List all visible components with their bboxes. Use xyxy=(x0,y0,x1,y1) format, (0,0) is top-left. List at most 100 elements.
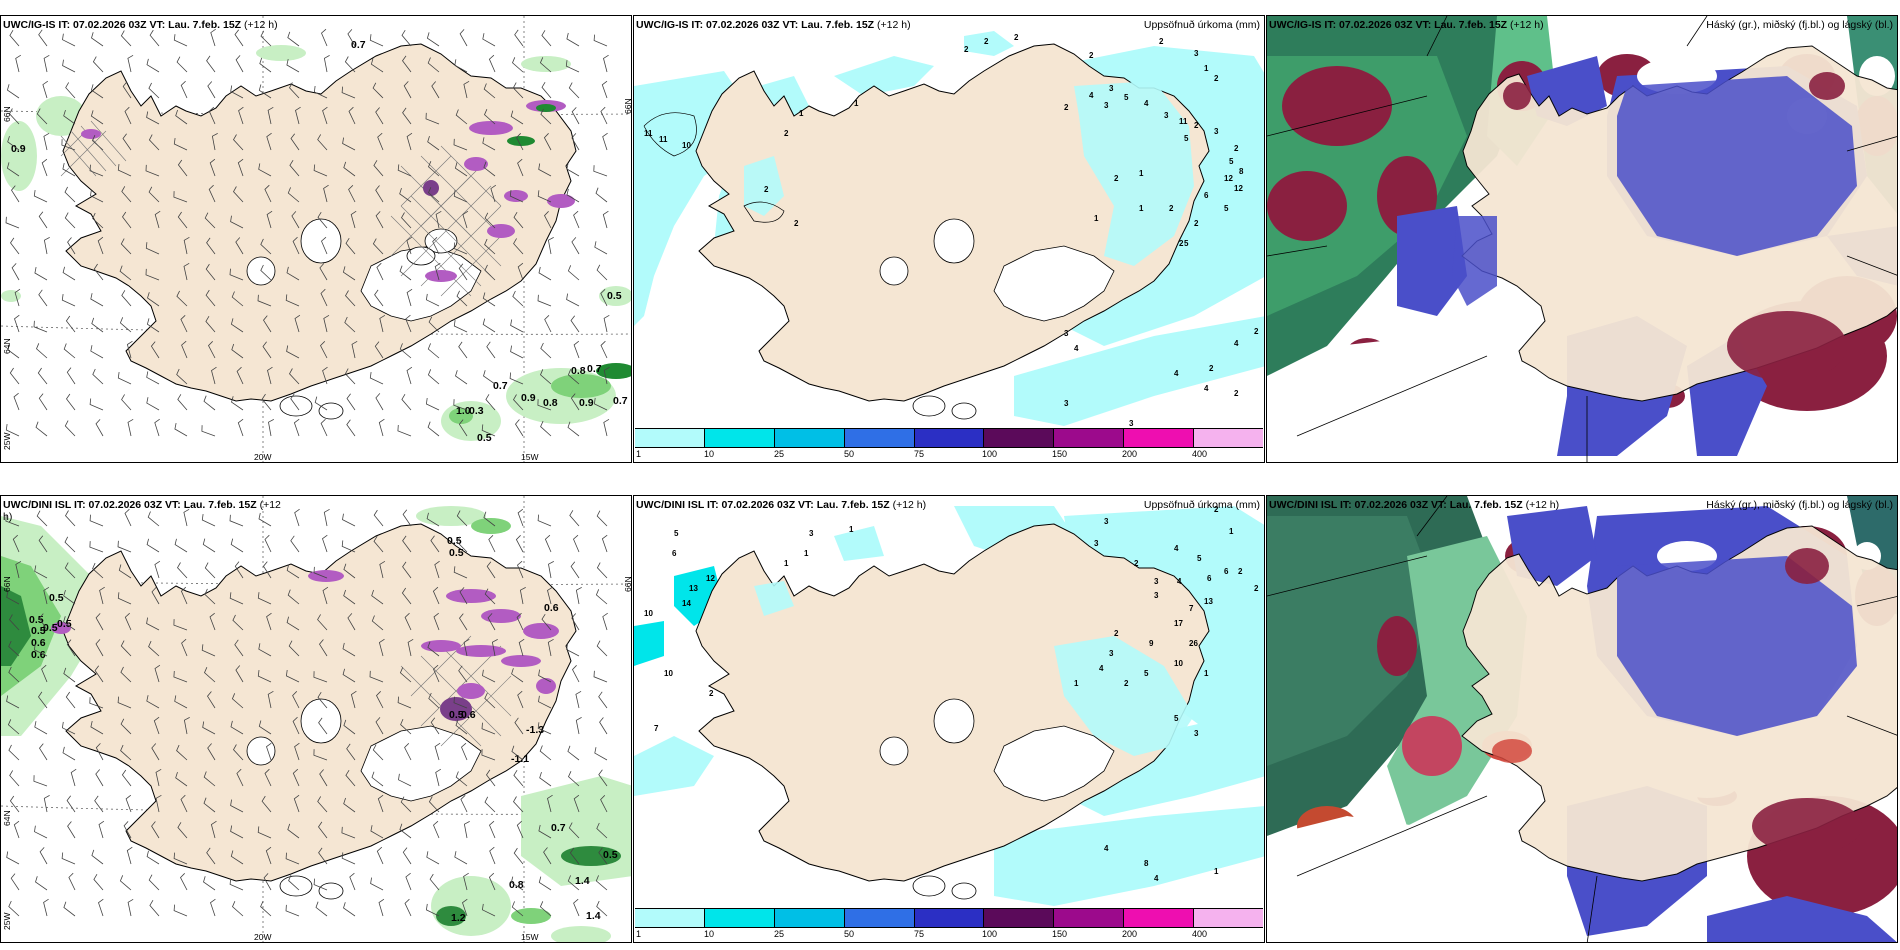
wind-barb xyxy=(35,876,48,891)
wind-barb xyxy=(266,612,272,631)
svg-text:6: 6 xyxy=(672,549,677,558)
wind-barb xyxy=(567,875,580,891)
wind-barb xyxy=(234,639,244,657)
colorbar-seg xyxy=(844,909,915,927)
wind-barb xyxy=(541,613,552,631)
wind-barb xyxy=(260,30,272,47)
wind-barb xyxy=(569,510,580,527)
wind-barb xyxy=(66,367,76,385)
wind-barb xyxy=(208,341,216,359)
wind-barb xyxy=(345,290,356,307)
svg-text:2: 2 xyxy=(784,129,789,138)
wind-barb xyxy=(288,874,300,891)
wind-barb xyxy=(7,343,20,359)
glaciers xyxy=(879,218,1115,420)
wind-barb xyxy=(349,872,356,891)
svg-text:2: 2 xyxy=(764,185,769,194)
wind-barb xyxy=(428,692,440,709)
wind-barb xyxy=(377,794,384,813)
wind-barb xyxy=(92,56,104,73)
svg-text:6: 6 xyxy=(1224,567,1229,576)
svg-text:11: 11 xyxy=(1179,117,1188,126)
wind-barb xyxy=(539,901,552,917)
value-labels: 0.5 0.5 0.5 0.5 0.5 0.6 0.6 0.5 0.5 0.6 … xyxy=(29,535,618,924)
wind-barb xyxy=(146,58,160,73)
wind-barb xyxy=(293,418,300,437)
wind-barb xyxy=(379,314,386,333)
wind-barb xyxy=(126,340,133,359)
wind-barb xyxy=(180,794,188,813)
wind-barb xyxy=(484,588,496,605)
map-canvas: 0.5 0.5 0.5 0.5 0.5 0.6 0.6 0.5 0.5 0.6 … xyxy=(1,496,631,942)
wind-barb xyxy=(232,901,244,917)
svg-text:0.6: 0.6 xyxy=(544,602,559,614)
wind-barb xyxy=(351,340,358,359)
wind-barb xyxy=(369,670,384,683)
wind-barb xyxy=(317,691,328,709)
wind-barb xyxy=(180,80,188,99)
wind-barb xyxy=(148,186,160,203)
wind-barb xyxy=(9,770,20,787)
wind-barb xyxy=(515,535,524,553)
wind-barb xyxy=(127,418,134,437)
colorbar-seg xyxy=(1054,429,1125,447)
wind-barb xyxy=(89,541,104,553)
svg-text:2: 2 xyxy=(1234,389,1239,398)
svg-text:1: 1 xyxy=(799,109,804,118)
svg-text:0.5: 0.5 xyxy=(607,290,622,302)
wind-barb xyxy=(397,424,412,437)
wind-barb xyxy=(567,265,580,281)
wind-barb xyxy=(319,639,328,657)
svg-text:3: 3 xyxy=(1104,101,1109,110)
svg-text:4: 4 xyxy=(1074,344,1079,353)
wind-barb xyxy=(374,341,384,359)
svg-text:0.9: 0.9 xyxy=(579,397,594,409)
wind-barb xyxy=(291,211,300,229)
wind-barb xyxy=(397,164,412,177)
wind-barb xyxy=(43,237,50,255)
wind-barb xyxy=(540,342,552,359)
svg-text:10: 10 xyxy=(682,141,691,150)
wind-barb xyxy=(33,190,48,203)
wind-barb xyxy=(121,186,132,203)
glaciers xyxy=(879,698,1115,900)
wind-barb xyxy=(543,133,552,151)
wind-barb xyxy=(571,107,580,125)
wind-barb xyxy=(233,186,244,203)
wind-barb xyxy=(237,418,244,437)
wind-barb xyxy=(566,188,580,203)
wind-barb xyxy=(63,589,76,605)
lat-label-right: 66N xyxy=(623,576,632,592)
wind-barb xyxy=(453,566,468,579)
svg-text:2: 2 xyxy=(1214,74,1219,83)
wind-barb xyxy=(313,671,328,683)
wind-barb xyxy=(204,562,216,579)
wind-barb xyxy=(348,185,356,203)
svg-text:3: 3 xyxy=(1194,729,1199,738)
wind-barb xyxy=(35,421,48,437)
wind-barb xyxy=(573,534,580,553)
wind-barb xyxy=(146,695,160,709)
wind-barb xyxy=(456,290,468,307)
wind-barb xyxy=(565,60,580,73)
wind-barb xyxy=(434,262,441,281)
wind-barb xyxy=(6,851,20,865)
map-canvas xyxy=(1267,16,1897,462)
wind-barb xyxy=(231,291,244,307)
wind-barb xyxy=(513,394,524,411)
wind-barb xyxy=(481,424,496,437)
wind-barb xyxy=(263,561,272,579)
wind-barb xyxy=(238,106,244,125)
wind-barb xyxy=(146,850,160,865)
wind-barb xyxy=(342,668,356,683)
wind-barb xyxy=(372,744,384,761)
wind-barb xyxy=(7,135,20,151)
wind-barb xyxy=(322,534,328,553)
wind-barb xyxy=(263,873,272,891)
svg-text:0.5: 0.5 xyxy=(603,849,618,861)
wind-barb xyxy=(378,638,385,657)
wind-barb xyxy=(427,343,440,359)
wind-barb xyxy=(180,873,188,891)
wind-barb xyxy=(289,159,300,177)
wind-barb xyxy=(181,638,188,657)
